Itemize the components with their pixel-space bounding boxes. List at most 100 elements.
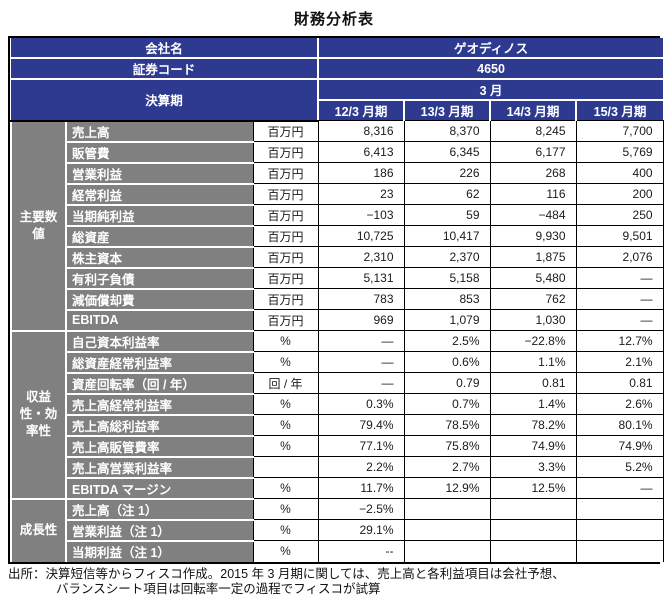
value-cell: 400 bbox=[575, 162, 664, 184]
company-name-value: ゲオディノス bbox=[317, 38, 664, 59]
value-cell: 1,079 bbox=[403, 309, 491, 331]
value-cell: 0.7% bbox=[403, 393, 491, 415]
value-cell: 2.7% bbox=[403, 456, 491, 478]
value-cell: 3.3% bbox=[489, 456, 577, 478]
unit-cell: % bbox=[252, 477, 319, 499]
value-cell: 2,370 bbox=[403, 246, 491, 268]
table-row: 総資産経常利益率% ― 0.6% 1.1% 2.1% bbox=[11, 350, 664, 374]
row-group-label: 収益性・効率性 bbox=[10, 329, 67, 499]
row-label: 売上高営業利益率 bbox=[65, 455, 254, 479]
unit-cell: 百万円 bbox=[252, 162, 319, 184]
value-cell: 29.1% bbox=[317, 519, 405, 541]
value-cell bbox=[575, 498, 664, 520]
value-cell: 1,030 bbox=[489, 309, 577, 331]
header-row-periods: 12/3 月期 13/3 月期 14/3 月期 15/3 月期 bbox=[11, 99, 664, 121]
table-row: 主要数値 売上高 百万円 8,316 8,370 8,245 7,700 bbox=[10, 119, 664, 331]
value-cell: 10,417 bbox=[403, 225, 491, 247]
value-cell: 78.2% bbox=[489, 414, 577, 436]
row-label: 営業利益 bbox=[65, 161, 254, 185]
period-column-header: 12/3 月期 bbox=[318, 99, 406, 121]
unit-cell: 百万円 bbox=[252, 141, 319, 163]
table-row: 有利子負債 百万円 5,131 5,158 5,480 ― bbox=[11, 266, 664, 290]
period-column-header: 15/3 月期 bbox=[575, 99, 664, 121]
header-row-fiscal-period: 決算期 3 月 bbox=[11, 78, 664, 122]
value-cell: 77.1% bbox=[317, 435, 405, 457]
value-cell: 8,316 bbox=[317, 120, 405, 142]
value-cell: 6,345 bbox=[403, 141, 491, 163]
row-label: 当期利益（注 1） bbox=[65, 539, 254, 562]
row-label: 減価償却費 bbox=[65, 287, 254, 311]
value-cell: 9,930 bbox=[489, 225, 577, 247]
value-cell: 79.4% bbox=[317, 414, 405, 436]
unit-cell: 百万円 bbox=[252, 246, 319, 268]
value-cell: 969 bbox=[317, 309, 405, 331]
table-row: EBITDA マージン% 11.7% 12.9% 12.5% ― bbox=[11, 476, 664, 500]
unit-cell bbox=[252, 456, 319, 478]
value-cell: 2,076 bbox=[575, 246, 664, 268]
unit-cell: % bbox=[252, 351, 319, 373]
table-row: 当期利益（注 1）% -- bbox=[11, 539, 664, 562]
value-cell: 8,245 bbox=[489, 120, 577, 142]
row-label: 総資産経常利益率 bbox=[65, 350, 254, 374]
value-cell: 186 bbox=[317, 162, 405, 184]
unit-cell: % bbox=[252, 498, 319, 520]
company-name-label: 会社名 bbox=[11, 38, 320, 59]
value-cell: 74.9% bbox=[489, 435, 577, 457]
securities-code-label: 証券コード bbox=[11, 57, 320, 80]
value-cell bbox=[403, 519, 491, 541]
value-cell: 762 bbox=[489, 288, 577, 310]
value-cell: 5.2% bbox=[575, 456, 664, 478]
value-cell: 5,131 bbox=[317, 267, 405, 289]
value-cell: −2.5% bbox=[317, 498, 405, 520]
value-cell: 1.1% bbox=[489, 351, 577, 373]
table-row: 売上高経常利益率% 0.3% 0.7% 1.4% 2.6% bbox=[11, 392, 664, 416]
value-cell bbox=[403, 498, 491, 520]
table-row: 売上高営業利益率 2.2% 2.7% 3.3% 5.2% bbox=[11, 455, 664, 479]
table-row: 当期純利益 百万円 −103 59 −484 250 bbox=[11, 203, 664, 227]
value-cell: ― bbox=[317, 330, 405, 352]
table-row: 売上高総利益率% 79.4% 78.5% 78.2% 80.1% bbox=[11, 413, 664, 437]
table-row: 経常利益 百万円 23 62 116 200 bbox=[11, 182, 664, 206]
value-cell: 8,370 bbox=[403, 120, 491, 142]
row-label: 売上高（注 1） bbox=[65, 497, 254, 521]
value-cell: 80.1% bbox=[575, 414, 664, 436]
unit-cell: 百万円 bbox=[252, 267, 319, 289]
header-row-company: 会社名 ゲオディノス bbox=[11, 38, 664, 59]
value-cell: 2.6% bbox=[575, 393, 664, 415]
unit-cell: 百万円 bbox=[252, 225, 319, 247]
unit-cell: % bbox=[252, 414, 319, 436]
value-cell: ― bbox=[575, 267, 664, 289]
value-cell: 200 bbox=[575, 183, 664, 205]
value-cell bbox=[575, 519, 664, 541]
value-cell: 0.6% bbox=[403, 351, 491, 373]
table-row: 営業利益（注 1）% 29.1% bbox=[11, 518, 664, 542]
value-cell: 2,310 bbox=[317, 246, 405, 268]
table-row: 収益性・効率性 自己資本利益率% ― 2.5% −22.8% 12.7% bbox=[10, 329, 664, 499]
page-title: 財務分析表 bbox=[293, 11, 374, 28]
value-cell: −22.8% bbox=[489, 330, 577, 352]
fiscal-period-label: 決算期 bbox=[11, 78, 320, 122]
unit-cell: % bbox=[252, 540, 319, 562]
unit-cell: % bbox=[252, 330, 319, 352]
value-cell: 268 bbox=[489, 162, 577, 184]
value-cell: 0.3% bbox=[317, 393, 405, 415]
value-cell: 78.5% bbox=[403, 414, 491, 436]
row-label: 株主資本 bbox=[65, 245, 254, 269]
unit-cell: % bbox=[252, 393, 319, 415]
value-cell: 2.2% bbox=[317, 456, 405, 478]
header-row-code: 証券コード 4650 bbox=[11, 57, 664, 80]
value-cell: ― bbox=[575, 288, 664, 310]
value-cell: 0.81 bbox=[489, 372, 577, 394]
row-label: 当期純利益 bbox=[65, 203, 254, 227]
period-column-header: 13/3 月期 bbox=[403, 99, 492, 121]
value-cell: −103 bbox=[317, 204, 405, 226]
value-cell: 5,480 bbox=[489, 267, 577, 289]
unit-cell: % bbox=[252, 435, 319, 457]
row-label: 資産回転率（回 / 年） bbox=[65, 371, 254, 395]
table-row: 資産回転率（回 / 年）回 / 年 ― 0.79 0.81 0.81 bbox=[11, 371, 664, 395]
row-label: 営業利益（注 1） bbox=[65, 518, 254, 542]
value-cell: 226 bbox=[403, 162, 491, 184]
securities-code-value: 4650 bbox=[317, 57, 664, 80]
row-label: 自己資本利益率 bbox=[65, 329, 254, 353]
